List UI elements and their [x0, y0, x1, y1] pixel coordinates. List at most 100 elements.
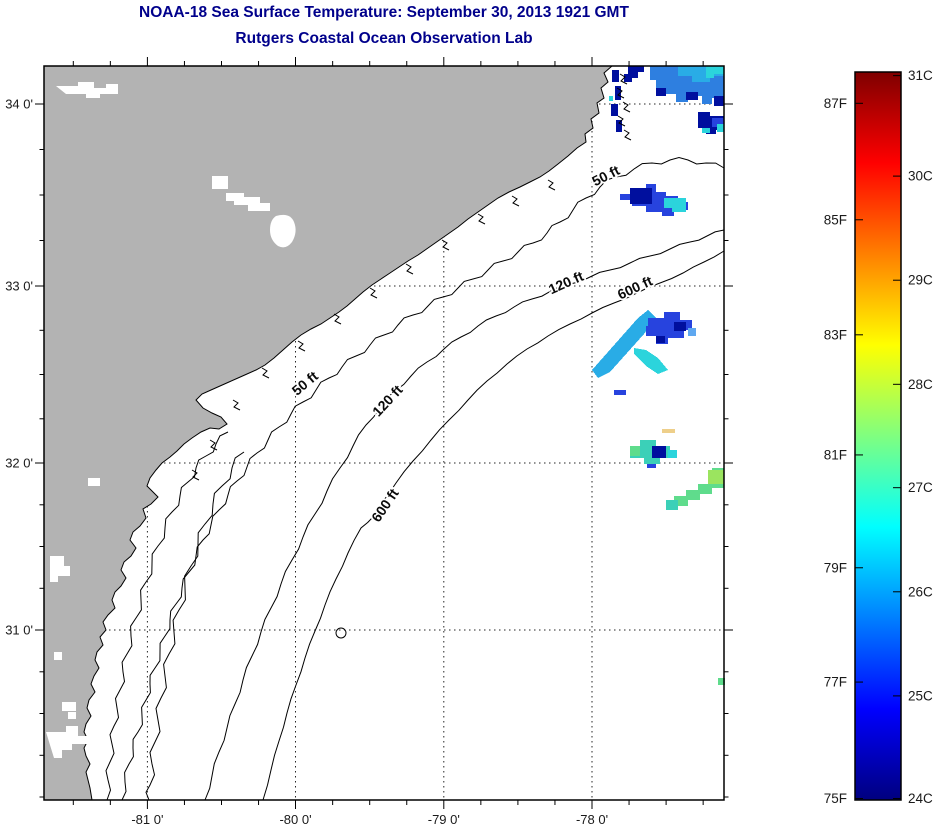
x-tick-label: -81 0' — [131, 812, 163, 827]
sst-patch — [674, 322, 686, 331]
lake-patch — [50, 556, 70, 582]
closed-contour-ring — [335, 627, 347, 639]
x-tick-label: -78 0' — [576, 812, 608, 827]
inlet-mark — [547, 179, 556, 191]
depth-contour-600ft — [262, 250, 725, 801]
sst-patch — [630, 188, 652, 204]
inlet-mark — [297, 340, 306, 352]
inlet-mark — [333, 313, 342, 325]
colorbar-label-celsius: 31C — [908, 68, 933, 83]
lake-patch — [68, 712, 76, 719]
sst-patch — [611, 104, 618, 116]
lake-patch — [212, 176, 228, 189]
sst-patch — [688, 328, 696, 336]
x-tick-label: -79 0' — [428, 812, 460, 827]
colorbar-label-celsius: 25C — [908, 688, 933, 703]
depth-contour-120ft — [204, 229, 725, 801]
depth-contour-50ft — [121, 156, 725, 801]
island-chain — [145, 451, 245, 801]
axis-ticks: -81 0' -80 0' -79 0' -78 0' 34 0' 33 0' 32 0' 3… — [5, 57, 733, 827]
sst-patch — [647, 464, 656, 468]
sst-patch — [609, 96, 613, 101]
colorbar-scale: 31C 30C 29C 28C 27C 26C 25C 24C 87F 85F 83F 81F 79F 7… — [824, 68, 933, 806]
inlet-mark — [209, 439, 218, 451]
island-chain — [105, 431, 229, 801]
inlet-mark — [616, 87, 625, 99]
land-mass-group — [43, 65, 614, 801]
inlet-mark — [261, 367, 270, 379]
y-tick-label: 34 0' — [5, 97, 33, 112]
sst-patch — [612, 70, 619, 82]
sst-patch — [668, 450, 677, 458]
colorbar-border — [854, 71, 902, 801]
sst-patch — [624, 66, 644, 82]
colorbar-label-celsius: 29C — [908, 273, 933, 288]
lake-patch — [270, 214, 296, 248]
inlet-mark — [477, 213, 486, 225]
sst-patch — [615, 86, 621, 100]
colorbar-label-celsius: 26C — [908, 584, 933, 599]
inland-lakes — [46, 82, 296, 758]
colorbar-label-fahrenheit: 81F — [824, 447, 847, 462]
inlet-mark — [623, 129, 632, 141]
colorbar-label-celsius: 24C — [908, 791, 933, 806]
sst-patch — [614, 390, 626, 395]
y-tick-label: 31 0' — [5, 623, 33, 638]
colorbar-label-celsius: 27C — [908, 480, 933, 495]
sst-patch — [712, 118, 724, 127]
colorbar-label-celsius: 30C — [908, 169, 933, 184]
colorbar: 31C 30C 29C 28C 27C 26C 25C 24C 87F 85F 83F 81F 79F 7… — [824, 68, 933, 806]
inlet-mark — [619, 73, 628, 85]
sst-patch — [702, 128, 710, 133]
sst-patch — [662, 429, 675, 433]
colorbar-label-fahrenheit: 79F — [824, 560, 847, 575]
sst-data-patches — [592, 66, 725, 685]
sst-patch — [652, 446, 666, 458]
lake-patch — [56, 82, 118, 98]
colorbar-label-fahrenheit: 83F — [824, 327, 847, 342]
inlet-mark — [617, 115, 626, 127]
y-tick-label: 33 0' — [5, 279, 33, 294]
inlet-mark — [232, 399, 241, 411]
sst-patch — [708, 470, 724, 484]
land-mass — [43, 65, 614, 801]
sst-patch — [718, 678, 725, 685]
sst-patch — [706, 66, 724, 78]
figure-title-line2: Rutgers Coastal Ocean Observation Lab — [235, 30, 532, 47]
colorbar-gradient — [855, 72, 901, 800]
lake-patch — [62, 702, 76, 711]
sst-patch — [592, 310, 656, 378]
lake-patch — [88, 478, 100, 486]
depth-contours — [121, 156, 725, 801]
x-tick-label: -80 0' — [279, 812, 311, 827]
sst-patch — [666, 500, 678, 510]
sst-patch — [634, 348, 668, 374]
lake-patch — [226, 193, 270, 211]
lake-patch — [54, 652, 62, 660]
barrier-island-marks — [105, 73, 632, 801]
colorbar-label-fahrenheit: 77F — [824, 675, 847, 690]
sst-patch — [666, 468, 724, 510]
colorbar-label-fahrenheit: 75F — [824, 791, 847, 806]
map-border — [43, 65, 725, 801]
lake-patch — [46, 726, 96, 758]
inlet-mark — [405, 263, 414, 275]
inlet-mark — [191, 469, 200, 481]
inlet-mark — [511, 195, 520, 207]
sst-patch — [616, 120, 622, 132]
inlet-mark — [369, 287, 378, 299]
sst-patch — [714, 96, 724, 106]
colorbar-label-fahrenheit: 87F — [824, 96, 847, 111]
colorbar-label-celsius: 28C — [908, 377, 933, 392]
figure-title-line1: NOAA-18 Sea Surface Temperature: Septemb… — [139, 4, 629, 21]
sst-patch — [656, 88, 666, 96]
inlet-mark — [441, 239, 450, 251]
inlet-mark — [622, 101, 631, 113]
sst-patch — [656, 336, 665, 343]
colorbar-label-fahrenheit: 85F — [824, 212, 847, 227]
sst-patch — [664, 198, 686, 212]
sst-patch — [686, 92, 698, 100]
sst-patch — [630, 446, 640, 456]
